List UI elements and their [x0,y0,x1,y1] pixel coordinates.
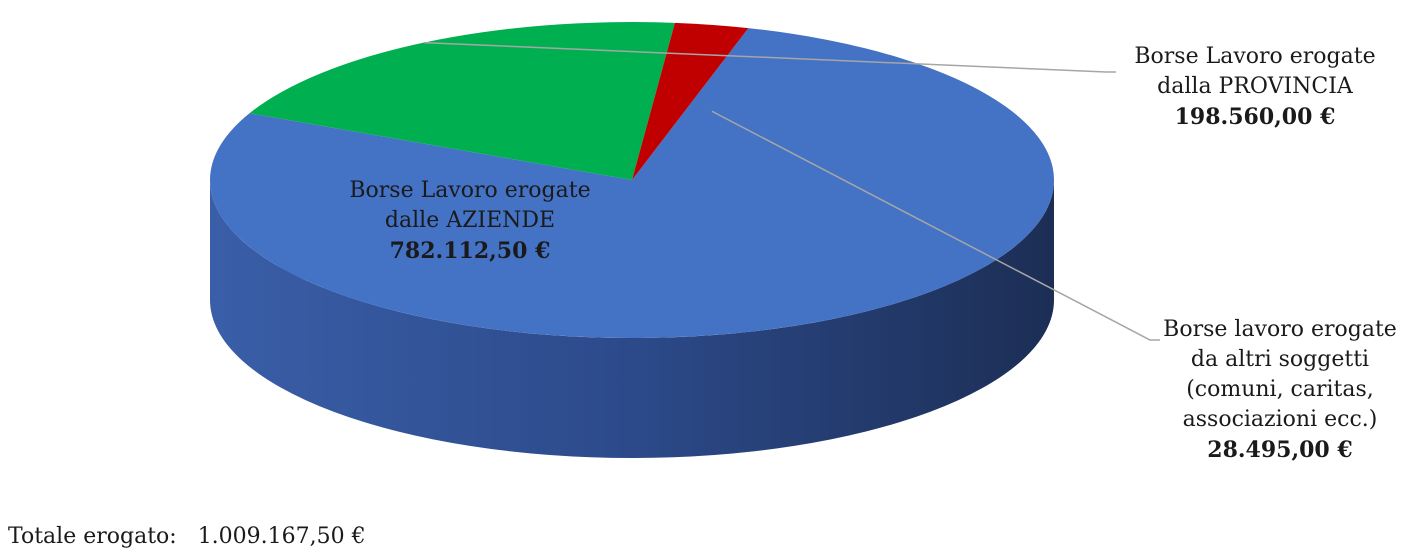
slice-value-provincia: 198.560,00 € [1174,104,1336,130]
slice-label-altri-line-2: da altri soggetti [1190,347,1370,372]
slice-label-altri: Borse lavoro erogate da altri soggetti (… [1140,315,1420,465]
slice-value-aziende: 782.112,50 € [389,238,551,264]
slice-label-provincia-line-1: Borse Lavoro erogate [1134,44,1376,69]
slice-aziende [210,28,1055,338]
slice-value-altri: 28.495,00 € [1207,437,1353,463]
total-erogato: Totale erogato: 1.009.167,50 € [8,522,366,552]
slice-label-altri-line-4: associazioni ecc.) [1182,407,1378,432]
slice-provincia [249,22,675,181]
slice-altri [632,22,749,180]
slice-label-provincia: Borse Lavoro erogate dalla PROVINCIA 198… [1090,42,1420,132]
slice-label-aziende-line-2: dalle AZIENDE [384,208,556,233]
total-value: 1.009.167,50 € [197,524,366,549]
slice-label-altri-line-3: (comuni, caritas, [1186,377,1374,402]
slice-label-provincia-line-2: dalla PROVINCIA [1157,74,1353,99]
slice-label-altri-line-1: Borse lavoro erogate [1163,317,1397,342]
leader-line-altri [711,110,1160,341]
slice-label-aziende: Borse Lavoro erogate dalle AZIENDE 782.1… [300,176,640,266]
slice-label-aziende-line-1: Borse Lavoro erogate [349,178,591,203]
total-label: Totale erogato: [8,524,177,549]
leader-line-provincia [423,41,1116,73]
slice-side-aziende [210,180,1054,458]
